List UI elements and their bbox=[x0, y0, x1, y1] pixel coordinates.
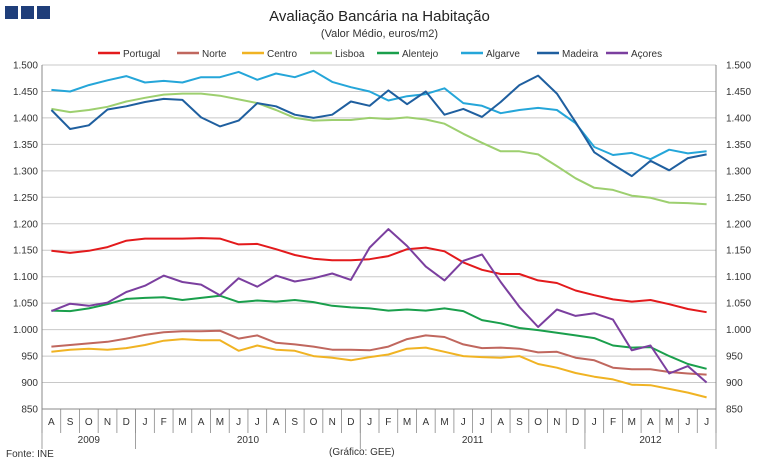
logo-square-3 bbox=[37, 6, 50, 19]
series-line-lisboa bbox=[51, 92, 707, 206]
x-tick-label: S bbox=[291, 417, 298, 428]
y-tick-label-right: 1.400 bbox=[726, 113, 751, 124]
x-tick-label: J bbox=[479, 417, 484, 428]
legend-label-a-ores: Açores bbox=[631, 49, 662, 60]
logo-square-2 bbox=[21, 6, 34, 19]
x-tick-label: F bbox=[385, 417, 391, 428]
y-tick-label-right: 1.250 bbox=[726, 193, 751, 204]
y-tick-label: 1.100 bbox=[13, 272, 38, 283]
series-line-algarve bbox=[51, 69, 707, 161]
year-label: 2009 bbox=[78, 435, 101, 446]
chart-legend: Portugal Norte Centro Lisboa Alentejo Algarve… bbox=[98, 49, 662, 60]
x-tick-label: D bbox=[572, 417, 579, 428]
y-tick-label: 1.000 bbox=[13, 325, 38, 336]
x-tick-label: A bbox=[497, 417, 504, 428]
legend-label-portugal: Portugal bbox=[123, 49, 160, 60]
year-label: 2011 bbox=[462, 435, 484, 446]
y-tick-label: 1.200 bbox=[13, 219, 38, 230]
x-tick-label: M bbox=[440, 417, 448, 428]
x-tick-label: A bbox=[198, 417, 205, 428]
year-label: 2012 bbox=[639, 435, 662, 446]
x-tick-label: J bbox=[704, 417, 709, 428]
x-tick-label: J bbox=[592, 417, 597, 428]
x-tick-label: M bbox=[178, 417, 186, 428]
chart-credit: (Gráfico: GEE) bbox=[329, 447, 395, 458]
legend-label-alentejo: Alentejo bbox=[402, 49, 439, 60]
x-tick-label: M bbox=[216, 417, 224, 428]
x-tick-label: S bbox=[516, 417, 523, 428]
y-tick-label: 850 bbox=[21, 405, 38, 416]
y-tick-label-right: 1.100 bbox=[726, 272, 751, 283]
y-tick-label: 1.400 bbox=[13, 113, 38, 124]
x-tick-label: O bbox=[310, 417, 318, 428]
series-line-portugal bbox=[51, 237, 707, 314]
x-tick-label: F bbox=[161, 417, 167, 428]
series-line-centro bbox=[51, 338, 707, 399]
x-tick-label: N bbox=[329, 417, 336, 428]
logo-square-1 bbox=[5, 6, 18, 19]
legend-label-algarve: Algarve bbox=[486, 49, 520, 60]
x-tick-label: A bbox=[647, 417, 654, 428]
x-tick-label: A bbox=[422, 417, 429, 428]
y-tick-label-right: 950 bbox=[726, 352, 743, 363]
y-tick-label-right: 1.150 bbox=[726, 246, 751, 257]
y-tick-label: 900 bbox=[21, 378, 38, 389]
series-line-alentejo bbox=[51, 294, 707, 370]
x-tick-label: S bbox=[67, 417, 74, 428]
year-label: 2010 bbox=[237, 435, 260, 446]
x-tick-label: M bbox=[628, 417, 636, 428]
y-tick-label-right: 1.350 bbox=[726, 140, 751, 151]
y-tick-label-right: 850 bbox=[726, 405, 743, 416]
legend-label-norte: Norte bbox=[202, 49, 227, 60]
x-tick-label: N bbox=[104, 417, 111, 428]
series-line-a-ores bbox=[51, 228, 708, 384]
x-axis: A S O N D J F M A M J J A S O N D J F M A M J J A S O N D J F M A M J J2009… bbox=[41, 408, 717, 449]
y-tick-label: 1.300 bbox=[13, 166, 38, 177]
x-tick-label: N bbox=[553, 417, 560, 428]
source-note: Fonte: INE bbox=[6, 449, 54, 460]
chart-subtitle: (Valor Médio, euros/m2) bbox=[320, 28, 439, 40]
x-tick-label: A bbox=[273, 417, 280, 428]
x-tick-label: J bbox=[255, 417, 260, 428]
x-tick-label: J bbox=[461, 417, 466, 428]
x-tick-label: M bbox=[665, 417, 673, 428]
x-tick-label: M bbox=[403, 417, 411, 428]
y-tick-label: 1.150 bbox=[13, 246, 38, 257]
y-tick-label: 1.450 bbox=[13, 87, 38, 98]
y-tick-label-right: 1.050 bbox=[726, 299, 751, 310]
y-tick-label-right: 1.300 bbox=[726, 166, 751, 177]
x-tick-label: O bbox=[85, 417, 93, 428]
y-tick-label-right: 1.200 bbox=[726, 219, 751, 230]
x-tick-label: J bbox=[142, 417, 147, 428]
y-tick-label-right: 1.450 bbox=[726, 87, 751, 98]
x-tick-label: F bbox=[610, 417, 616, 428]
x-tick-label: J bbox=[236, 417, 241, 428]
y-tick-label-right: 1.000 bbox=[726, 325, 751, 336]
legend-label-madeira: Madeira bbox=[562, 49, 599, 60]
series-line-madeira bbox=[50, 74, 707, 178]
y-tick-label: 1.350 bbox=[13, 140, 38, 151]
x-tick-label: J bbox=[367, 417, 372, 428]
x-tick-label: A bbox=[48, 417, 55, 428]
y-tick-label: 950 bbox=[21, 352, 38, 363]
x-tick-label: D bbox=[123, 417, 130, 428]
y-tick-label: 1.250 bbox=[13, 193, 38, 204]
series-lines bbox=[50, 69, 708, 399]
y-axis-right: 850 900 950 1.000 1.050 1.100 1.150 1.200 1.250 1… bbox=[715, 61, 751, 416]
chart-title: Avaliação Bancária na Habitação bbox=[269, 8, 490, 25]
y-tick-label-right: 900 bbox=[726, 378, 743, 389]
y-tick-label: 1.050 bbox=[13, 299, 38, 310]
x-tick-label: D bbox=[347, 417, 354, 428]
x-tick-label: J bbox=[685, 417, 690, 428]
legend-label-lisboa: Lisboa bbox=[335, 49, 365, 60]
y-tick-label-right: 1.500 bbox=[726, 61, 751, 72]
x-tick-label: O bbox=[534, 417, 542, 428]
y-axis-left: 850 900 950 1.000 1.050 1.100 1.150 1.200 1.250 1… bbox=[13, 61, 43, 416]
y-tick-label: 1.500 bbox=[13, 61, 38, 72]
series-line-norte bbox=[51, 329, 707, 376]
legend-label-centro: Centro bbox=[267, 49, 297, 60]
